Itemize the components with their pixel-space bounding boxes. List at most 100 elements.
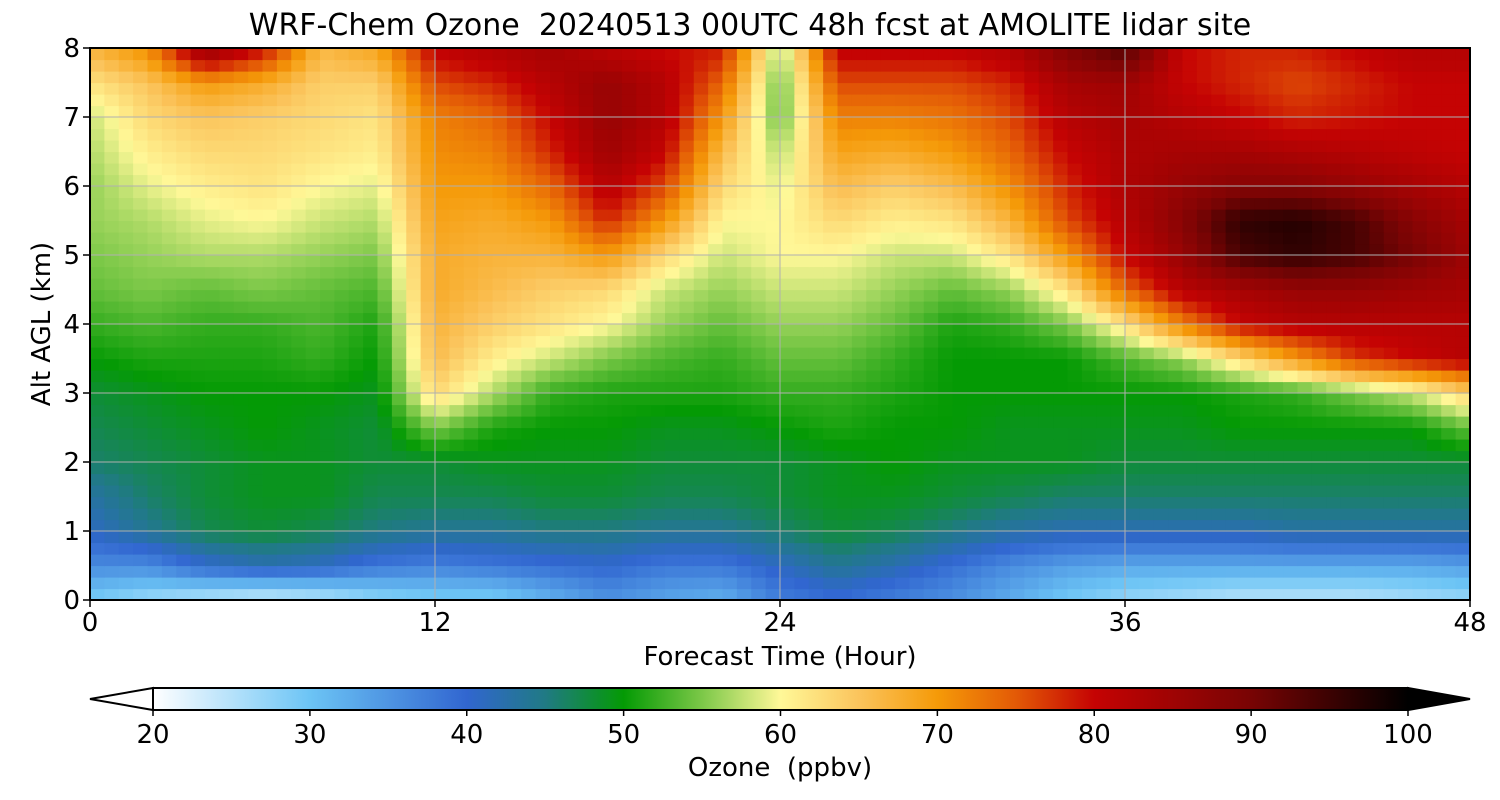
heatmap-cell: [794, 473, 810, 486]
heatmap-cell: [765, 232, 781, 245]
heatmap-cell: [837, 588, 853, 600]
heatmap-cell: [1283, 220, 1299, 233]
heatmap-cell: [593, 370, 609, 383]
heatmap-cell: [593, 565, 609, 578]
colorbar-tick-label: 50: [607, 720, 640, 750]
heatmap-cell: [1211, 278, 1227, 291]
heatmap-cell: [1182, 128, 1198, 141]
heatmap-cell: [435, 266, 450, 279]
heatmap-cell: [1125, 427, 1140, 440]
heatmap-cell: [1153, 48, 1169, 61]
heatmap-cell: [1125, 94, 1140, 107]
heatmap-cell: [535, 243, 551, 256]
heatmap-cell: [1168, 393, 1184, 406]
heatmap-cell: [966, 519, 982, 532]
heatmap-cell: [1441, 105, 1457, 118]
heatmap-cell: [1125, 335, 1140, 348]
heatmap-cell: [1211, 220, 1227, 233]
heatmap-cell: [923, 485, 939, 498]
heatmap-cell: [1441, 301, 1457, 314]
heatmap-cell: [866, 163, 882, 176]
heatmap-cell: [406, 554, 422, 567]
heatmap-cell: [995, 531, 1011, 544]
heatmap-cell: [736, 163, 752, 176]
heatmap-cell: [923, 209, 939, 222]
heatmap-cell: [1311, 324, 1327, 337]
heatmap-cell: [435, 416, 450, 429]
heatmap-cell: [1254, 255, 1270, 268]
heatmap-cell: [550, 140, 565, 153]
heatmap-cell: [1412, 416, 1428, 429]
heatmap-cell: [981, 82, 997, 95]
heatmap-cell: [506, 554, 522, 567]
heatmap-cell: [506, 243, 522, 256]
heatmap-cell: [794, 48, 810, 61]
heatmap-cell: [593, 140, 609, 153]
heatmap-cell: [334, 416, 350, 429]
heatmap-cell: [1355, 94, 1370, 107]
heatmap-cell: [535, 496, 551, 509]
heatmap-cell: [1311, 393, 1327, 406]
heatmap-cell: [391, 358, 407, 371]
heatmap-cell: [679, 312, 695, 325]
heatmap-cell: [262, 255, 278, 268]
heatmap-cell: [1369, 71, 1385, 84]
heatmap-cell: [564, 473, 580, 486]
heatmap-cell: [880, 450, 896, 463]
heatmap-cell: [420, 496, 436, 509]
heatmap-cell: [636, 94, 652, 107]
heatmap-cell: [1024, 496, 1040, 509]
heatmap-cell: [463, 554, 479, 567]
heatmap-cell: [1297, 565, 1313, 578]
heatmap-cell: [1254, 347, 1270, 360]
heatmap-cell: [90, 140, 105, 153]
heatmap-cell: [1125, 462, 1140, 475]
heatmap-cell: [1010, 82, 1025, 95]
heatmap-cell: [1125, 128, 1140, 141]
heatmap-cell: [1297, 48, 1313, 61]
heatmap-cell: [1096, 370, 1112, 383]
heatmap-cell: [550, 473, 565, 486]
heatmap-cell: [1268, 393, 1284, 406]
heatmap-cell: [679, 416, 695, 429]
heatmap-cell: [593, 473, 609, 486]
heatmap-cell: [1369, 473, 1385, 486]
heatmap-cell: [1182, 565, 1198, 578]
heatmap-cell: [966, 312, 982, 325]
heatmap-cell: [1168, 508, 1184, 521]
heatmap-cell: [909, 59, 925, 72]
heatmap-cell: [1268, 450, 1284, 463]
heatmap-cell: [1369, 554, 1385, 567]
heatmap-cell: [1326, 404, 1342, 417]
heatmap-cell: [578, 186, 594, 199]
heatmap-cell: [176, 508, 192, 521]
heatmap-cell: [693, 71, 709, 84]
heatmap-cell: [147, 71, 163, 84]
heatmap-cell: [205, 324, 220, 337]
heatmap-cell: [1340, 82, 1356, 95]
heatmap-cell: [650, 439, 666, 452]
heatmap-cell: [492, 209, 508, 222]
heatmap-cell: [794, 508, 810, 521]
heatmap-cell: [1326, 508, 1342, 521]
heatmap-cell: [851, 151, 867, 164]
heatmap-cell: [391, 186, 407, 199]
heatmap-cell: [233, 588, 249, 600]
heatmap-cell: [1110, 94, 1126, 107]
heatmap-cell: [435, 588, 450, 600]
heatmap-cell: [219, 335, 235, 348]
heatmap-cell: [147, 151, 163, 164]
heatmap-cell: [780, 289, 795, 302]
heatmap-cell: [406, 48, 422, 61]
heatmap-cell: [1225, 324, 1241, 337]
heatmap-cell: [837, 347, 853, 360]
heatmap-cell: [1441, 174, 1457, 187]
heatmap-cell: [420, 197, 436, 210]
heatmap-cell: [1168, 163, 1184, 176]
heatmap-cell: [593, 416, 609, 429]
heatmap-cell: [1168, 140, 1184, 153]
heatmap-cell: [1455, 347, 1470, 360]
heatmap-cell: [1283, 232, 1299, 245]
heatmap-cell: [923, 59, 939, 72]
heatmap-cell: [276, 427, 292, 440]
